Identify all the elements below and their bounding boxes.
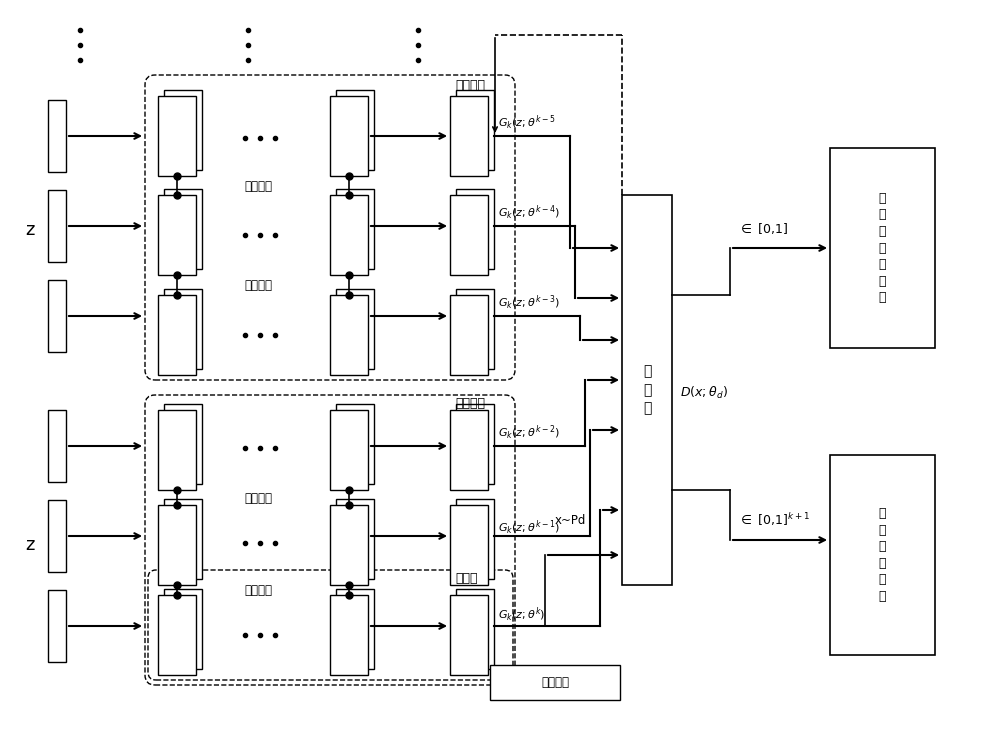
Text: 生成器: 生成器 <box>455 571 478 584</box>
Bar <box>450 505 488 585</box>
Bar <box>830 455 935 655</box>
Bar <box>48 590 66 662</box>
Bar <box>48 500 66 572</box>
Bar <box>456 289 494 369</box>
Text: $D(x;\theta_d)$: $D(x;\theta_d)$ <box>680 385 728 401</box>
Text: x~Pd: x~Pd <box>555 513 586 527</box>
Bar <box>158 195 196 275</box>
Bar <box>164 589 202 669</box>
Bar <box>48 100 66 172</box>
Bar <box>336 499 374 579</box>
Text: $G_k(z;\theta^{k-4})$: $G_k(z;\theta^{k-4})$ <box>498 204 560 222</box>
Bar <box>158 595 196 675</box>
Bar <box>330 96 368 176</box>
Bar <box>164 404 202 484</box>
Bar <box>450 295 488 375</box>
Bar <box>164 189 202 269</box>
Bar <box>158 96 196 176</box>
Text: $G_k(z;\theta^{k-5}$: $G_k(z;\theta^{k-5}$ <box>498 114 555 132</box>
Bar <box>330 595 368 675</box>
Bar <box>164 499 202 579</box>
Bar <box>450 195 488 275</box>
Text: $G_k(z;\theta^{k-1})$: $G_k(z;\theta^{k-1})$ <box>498 519 560 537</box>
Bar <box>330 505 368 585</box>
Bar <box>456 589 494 669</box>
Text: 真实样本: 真实样本 <box>541 675 569 688</box>
Bar <box>48 410 66 482</box>
Bar <box>456 404 494 484</box>
Text: $G_k(z;\theta^{k})$: $G_k(z;\theta^{k})$ <box>498 606 545 624</box>
Bar <box>164 90 202 170</box>
Text: $\in$ [0,1]: $\in$ [0,1] <box>738 221 788 236</box>
Bar <box>336 189 374 269</box>
Text: 生成器组: 生成器组 <box>455 79 485 91</box>
Bar <box>48 190 66 262</box>
Bar <box>456 189 494 269</box>
Text: 判
别
器: 判 别 器 <box>643 364 651 415</box>
Text: 相
似
性
目
标
函
数: 相 似 性 目 标 函 数 <box>878 192 886 304</box>
Bar <box>158 505 196 585</box>
Text: z: z <box>25 536 35 554</box>
Text: $G_k(z;\theta^{k-3})$: $G_k(z;\theta^{k-3})$ <box>498 294 560 312</box>
Text: 权值共享: 权值共享 <box>244 583 272 596</box>
Text: 权值共享: 权值共享 <box>244 180 272 192</box>
Bar <box>330 195 368 275</box>
Bar <box>830 148 935 348</box>
Text: 权值共享: 权值共享 <box>244 278 272 292</box>
Text: 生成器组: 生成器组 <box>455 396 485 409</box>
Bar <box>490 665 620 700</box>
Bar <box>456 90 494 170</box>
Bar <box>336 289 374 369</box>
Bar <box>164 289 202 369</box>
Bar <box>450 96 488 176</box>
Text: $G_k(z;\theta^{k-2})$: $G_k(z;\theta^{k-2})$ <box>498 424 560 442</box>
Bar <box>336 90 374 170</box>
Bar <box>456 499 494 579</box>
Bar <box>336 404 374 484</box>
Text: z: z <box>25 221 35 239</box>
Text: $\in$ [0,1]$^{k+1}$: $\in$ [0,1]$^{k+1}$ <box>738 512 810 528</box>
Bar <box>622 195 672 585</box>
Bar <box>450 410 488 490</box>
Bar <box>336 589 374 669</box>
Text: 故
障
分
类
结
果: 故 障 分 类 结 果 <box>878 507 886 603</box>
Bar <box>48 280 66 352</box>
Bar <box>450 595 488 675</box>
Text: 权值共享: 权值共享 <box>244 491 272 504</box>
Bar <box>330 410 368 490</box>
Bar <box>158 295 196 375</box>
Bar <box>330 295 368 375</box>
Bar <box>158 410 196 490</box>
